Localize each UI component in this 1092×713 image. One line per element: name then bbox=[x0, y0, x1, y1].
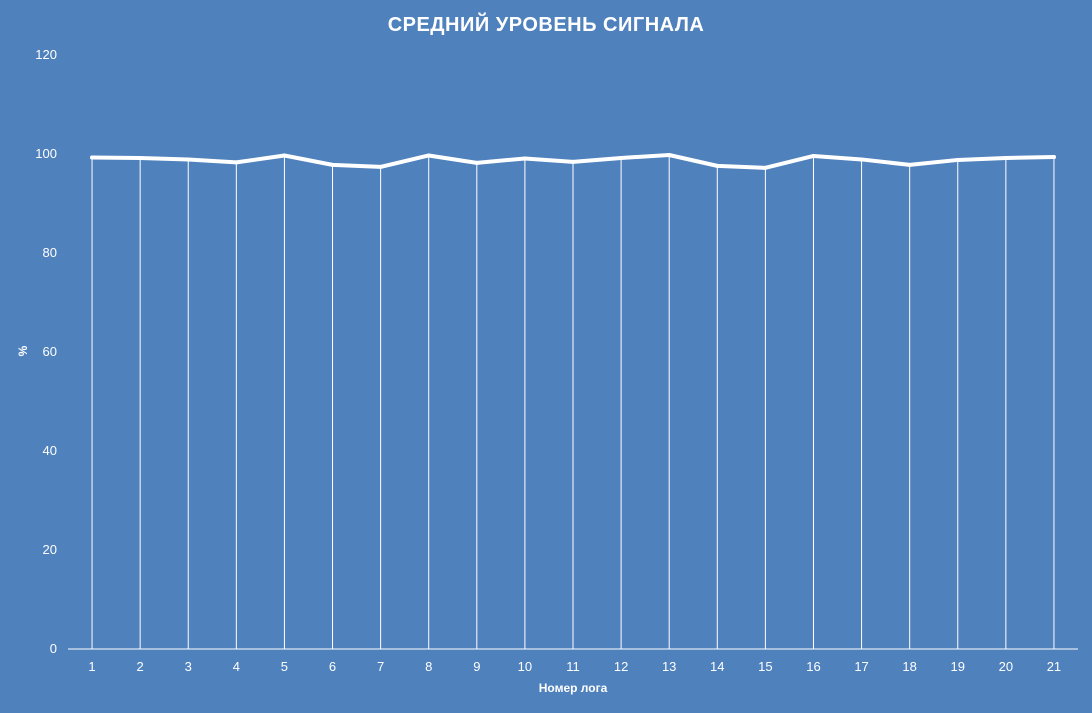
x-tick-label: 9 bbox=[473, 659, 480, 674]
chart-title: СРЕДНИЙ УРОВЕНЬ СИГНАЛА bbox=[388, 12, 705, 36]
x-tick-label: 8 bbox=[425, 659, 432, 674]
x-tick-label: 3 bbox=[185, 659, 192, 674]
y-axis-title: % bbox=[16, 345, 30, 356]
x-tick-labels: 1 2 3 4 5 6 7 8 9 10 11 12 13 14 15 16 17 18 19 20 21 bbox=[88, 659, 1061, 674]
data-point bbox=[138, 155, 143, 160]
y-tick-label: 20 bbox=[43, 542, 57, 557]
y-tick-label: 60 bbox=[43, 344, 57, 359]
y-tick-label: 0 bbox=[50, 641, 57, 656]
data-point bbox=[571, 159, 575, 164]
x-tick-label: 12 bbox=[614, 659, 628, 674]
data-point bbox=[1003, 155, 1008, 160]
data-point bbox=[474, 160, 479, 165]
x-tick-label: 13 bbox=[662, 659, 676, 674]
x-tick-label: 19 bbox=[951, 659, 965, 674]
data-point bbox=[1051, 154, 1056, 159]
data-point bbox=[330, 162, 335, 167]
gridlines bbox=[91, 154, 1055, 649]
data-point bbox=[282, 153, 287, 158]
data-point bbox=[186, 157, 191, 162]
x-tick-label: 7 bbox=[377, 659, 384, 674]
y-tick-label: 120 bbox=[35, 47, 57, 62]
data-point bbox=[234, 160, 239, 165]
data-point bbox=[907, 162, 912, 167]
series-layer bbox=[90, 152, 1056, 170]
y-tick-label: 40 bbox=[43, 443, 57, 458]
y-tick-label: 100 bbox=[35, 146, 57, 161]
data-point bbox=[955, 157, 960, 162]
x-tick-label: 1 bbox=[88, 659, 95, 674]
data-point bbox=[426, 153, 431, 158]
data-point bbox=[90, 155, 95, 160]
x-tick-label: 20 bbox=[999, 659, 1013, 674]
x-tick-label: 4 bbox=[233, 659, 240, 674]
x-tick-label: 10 bbox=[518, 659, 532, 674]
data-point bbox=[619, 155, 624, 160]
x-tick-label: 11 bbox=[566, 659, 580, 674]
x-tick-label: 6 bbox=[329, 659, 336, 674]
x-tick-label: 16 bbox=[806, 659, 820, 674]
x-tick-label: 5 bbox=[281, 659, 288, 674]
data-point bbox=[522, 156, 527, 161]
x-axis-title: Номер лога bbox=[539, 681, 608, 695]
data-point bbox=[811, 153, 816, 158]
x-tick-label: 18 bbox=[902, 659, 916, 674]
data-point bbox=[378, 164, 383, 169]
y-tick-label: 80 bbox=[43, 245, 57, 260]
y-tick-labels: 0 20 40 60 80 100 120 bbox=[35, 47, 57, 656]
x-tick-label: 15 bbox=[758, 659, 772, 674]
x-tick-label: 17 bbox=[854, 659, 868, 674]
x-tick-label: 21 bbox=[1047, 659, 1061, 674]
x-tick-label: 2 bbox=[137, 659, 144, 674]
data-point bbox=[763, 165, 768, 170]
data-point bbox=[715, 163, 720, 168]
data-point bbox=[667, 152, 672, 157]
data-point bbox=[859, 157, 864, 162]
x-tick-label: 14 bbox=[710, 659, 724, 674]
